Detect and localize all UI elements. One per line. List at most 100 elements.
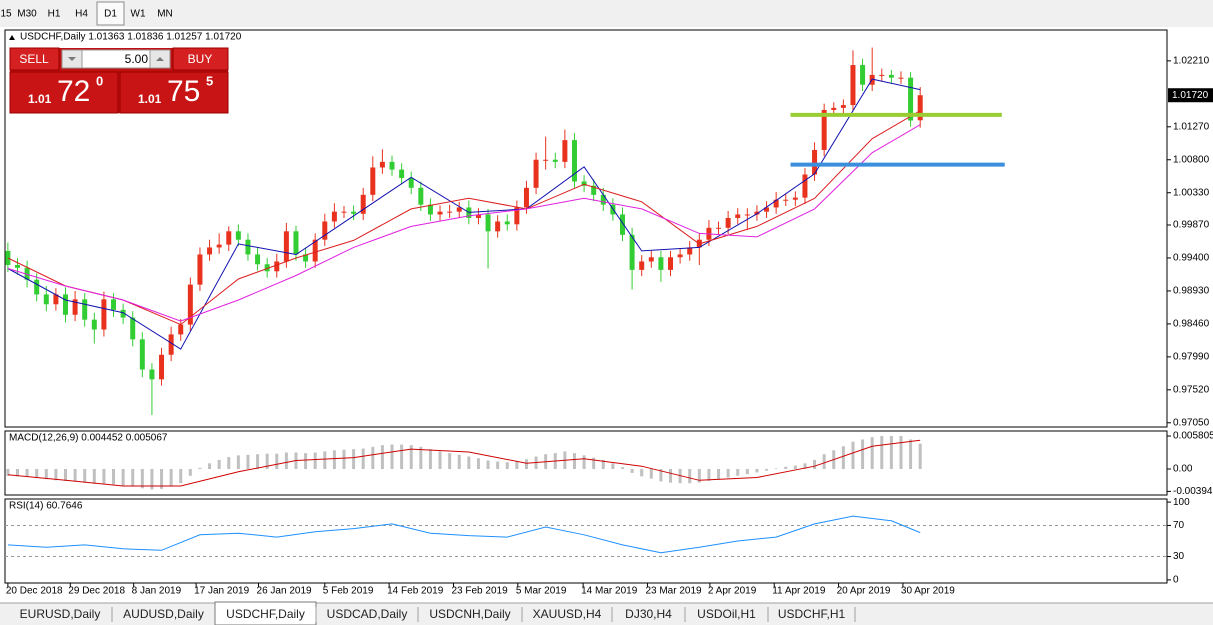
candle-body xyxy=(812,149,818,175)
candle-body xyxy=(840,105,846,108)
y-tick-label: 0 xyxy=(1173,575,1179,586)
histogram-bar xyxy=(870,437,874,469)
timeframe-button[interactable]: M30 xyxy=(17,9,37,20)
candle-body xyxy=(792,197,798,200)
timeframe-button[interactable]: MN xyxy=(157,9,173,20)
candle-body xyxy=(351,211,357,214)
histogram-bar xyxy=(486,460,490,469)
candle-body xyxy=(101,299,107,330)
tab[interactable]: DJ30,H4 xyxy=(625,607,672,621)
candle-body xyxy=(773,199,779,208)
candle-body xyxy=(543,159,549,161)
candle-body xyxy=(399,169,405,178)
histogram-bar xyxy=(54,468,58,481)
histogram-bar xyxy=(160,468,164,489)
tab[interactable]: XAUUSD,H4 xyxy=(533,607,602,621)
candle-body xyxy=(447,211,453,213)
tab[interactable]: EURUSD,Daily xyxy=(20,607,101,621)
histogram-bar xyxy=(774,468,778,469)
tab[interactable]: AUDUSD,Daily xyxy=(123,607,204,621)
sell-price-box[interactable] xyxy=(9,71,119,114)
tab[interactable]: USDCHF,H1 xyxy=(778,607,846,621)
buy-price-box[interactable] xyxy=(119,71,229,114)
buy-button[interactable] xyxy=(172,47,229,71)
candle-body xyxy=(754,211,760,215)
buy-price-big: 1.01 xyxy=(138,92,162,106)
candle-body xyxy=(735,214,741,218)
timeframe-button[interactable]: H4 xyxy=(75,9,88,20)
x-tick-label: 23 Feb 2019 xyxy=(451,586,508,597)
candle-body xyxy=(91,319,97,330)
x-tick-label: 20 Apr 2019 xyxy=(837,586,891,597)
histogram-bar xyxy=(697,468,701,483)
candle-body xyxy=(235,231,241,240)
histogram-bar xyxy=(361,448,365,469)
histogram-bar xyxy=(505,462,509,469)
tab[interactable]: USDCNH,Daily xyxy=(429,607,510,621)
candle-body xyxy=(658,257,664,270)
timeframe-bar: 15 M30 H1 H4 D1 W1 MN xyxy=(0,1,173,26)
histogram-bar xyxy=(332,450,336,469)
candle-body xyxy=(591,185,597,195)
histogram-bar xyxy=(640,468,644,477)
timeframe-button[interactable]: W1 xyxy=(131,9,146,20)
candle-body xyxy=(197,254,203,285)
candle-body xyxy=(370,167,376,195)
histogram-bar xyxy=(592,457,596,469)
x-tick-label: 23 Mar 2019 xyxy=(645,586,702,597)
y-tick-label: 70 xyxy=(1173,520,1185,531)
histogram-bar xyxy=(457,454,461,469)
y-tick-label: 1.01270 xyxy=(1173,121,1210,132)
candle-body xyxy=(687,247,693,255)
indicator-title: USDCHF,Daily 1.01363 1.01836 1.01257 1.0… xyxy=(20,32,242,43)
x-tick-label: 11 Apr 2019 xyxy=(772,586,826,597)
candle-body xyxy=(226,231,232,245)
histogram-bar xyxy=(390,444,394,469)
candle-body xyxy=(600,194,606,205)
candle-body xyxy=(408,177,414,188)
candle-body xyxy=(437,211,443,215)
candle-body xyxy=(619,214,625,235)
chart: 0.005805 0.00 -0.003945 MACD(12,26,9) 0.004… xyxy=(6,431,1213,497)
timeframe-button[interactable]: H1 xyxy=(48,9,61,20)
histogram-bar xyxy=(323,451,327,469)
candle-body xyxy=(860,65,866,85)
candle-body xyxy=(677,254,683,258)
trade-panel: SELL 5.00 BUY 1.01 72 0 1.01 75 5 xyxy=(9,47,229,114)
tab[interactable]: USDOil,H1 xyxy=(697,607,756,621)
indicator-line xyxy=(7,515,921,554)
timeframe-button[interactable]: 15 xyxy=(0,9,12,20)
tab[interactable]: USDCHF,Daily xyxy=(226,607,305,621)
tab[interactable]: USDCAD,Daily xyxy=(327,607,408,621)
indicator-line xyxy=(7,110,921,326)
candle-body xyxy=(379,161,385,168)
histogram-bar xyxy=(669,468,673,483)
candle-body xyxy=(72,299,78,315)
candle-body xyxy=(879,74,885,76)
histogram-bar xyxy=(73,468,77,482)
y-tick-label: 0.00 xyxy=(1173,464,1193,475)
x-tick-label: 29 Dec 2018 xyxy=(68,586,125,597)
timeframe-button[interactable]: D1 xyxy=(104,9,117,20)
down-arrow xyxy=(68,57,76,61)
sell-button[interactable] xyxy=(9,47,60,71)
histogram-bar xyxy=(15,468,19,477)
histogram-bar xyxy=(851,441,855,469)
histogram-bar xyxy=(880,436,884,469)
candle-body xyxy=(504,221,510,225)
histogram-bar xyxy=(35,468,39,479)
candle-body xyxy=(178,324,184,335)
y-tick-label: 0.005805 xyxy=(1173,431,1213,442)
candle-body xyxy=(898,77,904,79)
macd-panel xyxy=(4,430,1168,496)
buy-price-pips: 75 xyxy=(167,75,200,108)
indicator-title: MACD(12,26,9) 0.004452 0.005067 xyxy=(9,433,168,444)
candle-body xyxy=(821,109,827,150)
histogram-bar xyxy=(6,468,10,476)
candle-body xyxy=(53,294,59,305)
y-tick-label: 0.98460 xyxy=(1173,319,1210,330)
histogram-bar xyxy=(150,468,154,490)
y-tick-label: 1.00330 xyxy=(1173,187,1210,198)
histogram-bar xyxy=(246,454,250,469)
histogram-bar xyxy=(726,468,730,478)
